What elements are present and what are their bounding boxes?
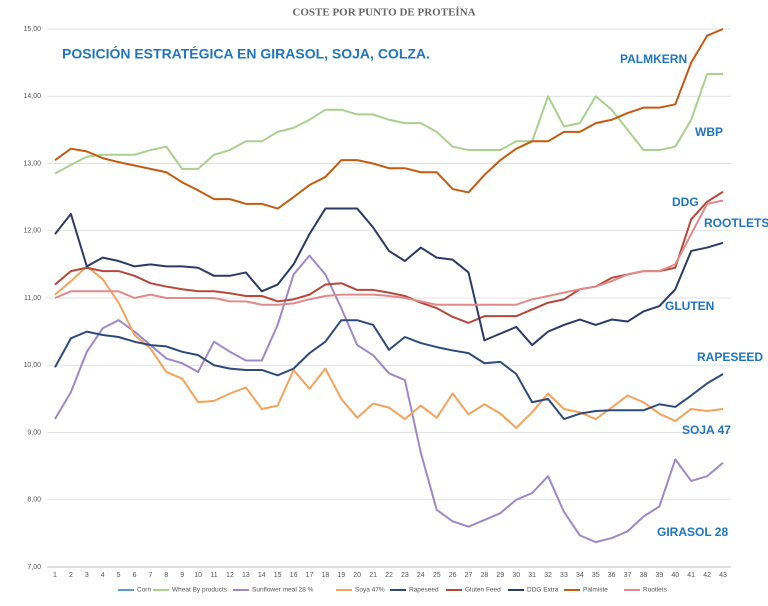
x-tick-label: 22	[385, 572, 393, 579]
x-tick-label: 21	[369, 572, 377, 579]
legend-label: Wheat By products	[172, 587, 228, 594]
series-line	[54, 254, 724, 544]
x-tick-label: 38	[640, 572, 648, 579]
x-tick-label: 36	[608, 572, 616, 579]
legend-label: Sunflower meal 28 %	[252, 587, 314, 594]
x-tick-label: 42	[703, 572, 711, 579]
y-tick-label: 9,00	[27, 429, 41, 436]
x-tick-label: 26	[449, 572, 457, 579]
legend-label: Rootlets	[643, 587, 668, 594]
x-tick-label: 9	[180, 572, 184, 579]
y-tick-label: 8,00	[27, 497, 41, 504]
y-tick-label: 11,00	[24, 295, 41, 302]
x-tick-label: 19	[337, 572, 345, 579]
annotation: POSICIÓN ESTRATÉGICA EN GIRASOL, SOJA, C…	[62, 45, 430, 62]
series-line	[54, 73, 723, 175]
legend-label: Gluten Feed	[465, 587, 501, 594]
annotation: ROOTLETS	[704, 216, 768, 230]
series-line	[54, 190, 724, 324]
x-tick-label: 16	[290, 572, 298, 579]
y-tick-label: 10,00	[23, 362, 41, 369]
x-tick-label: 39	[655, 572, 663, 579]
x-tick-label: 6	[133, 572, 137, 579]
x-tick-label: 37	[624, 572, 632, 579]
x-tick-label: 1	[53, 572, 57, 579]
x-tick-label: 4	[101, 572, 105, 579]
x-tick-label: 15	[274, 572, 282, 579]
annotation: WBP	[695, 125, 723, 139]
x-tick-label: 2	[69, 572, 73, 579]
series-line	[54, 199, 724, 306]
annotation: SOJA 47	[682, 423, 731, 437]
x-tick-label: 7	[148, 572, 152, 579]
x-tick-label: 27	[465, 572, 473, 579]
y-tick-label: 12,00	[23, 228, 41, 235]
legend-label: Rapeseed	[409, 587, 439, 594]
x-tick-label: 8	[164, 572, 168, 579]
legend-label: DDG Extra	[527, 587, 559, 594]
y-tick-label: 7,00	[27, 564, 41, 571]
chart-title: COSTE POR PUNTO DE PROTEÍNA	[292, 7, 475, 19]
x-tick-label: 28	[481, 572, 489, 579]
x-tick-label: 30	[512, 572, 520, 579]
y-tick-label: 13,00	[23, 160, 41, 167]
x-tick-label: 41	[687, 572, 695, 579]
x-tick-label: 29	[496, 572, 504, 579]
x-tick-label: 35	[592, 572, 600, 579]
x-tick-label: 31	[528, 572, 536, 579]
x-tick-label: 10	[194, 572, 202, 579]
series-line	[54, 28, 724, 210]
annotation: GLUTEN	[665, 299, 714, 313]
legend-label: Soya 47%	[355, 587, 385, 594]
x-tick-label: 14	[258, 572, 266, 579]
x-tick-label: 18	[321, 572, 329, 579]
x-tick-label: 43	[719, 572, 727, 579]
annotation: PALMKERN	[620, 52, 687, 66]
x-tick-label: 12	[226, 572, 234, 579]
series-line	[54, 319, 724, 421]
x-tick-label: 40	[671, 572, 679, 579]
x-tick-label: 34	[576, 572, 584, 579]
x-tick-label: 11	[210, 572, 217, 579]
annotation: DDG	[672, 195, 699, 209]
x-tick-label: 20	[353, 572, 361, 579]
x-tick-label: 25	[433, 572, 441, 579]
annotation: RAPESEED	[697, 350, 763, 364]
y-tick-label: 14,00	[23, 93, 41, 100]
x-tick-label: 13	[242, 572, 250, 579]
annotation: GIRASOL 28	[657, 525, 728, 539]
legend-label: Corn	[137, 587, 151, 594]
series-line	[54, 265, 724, 429]
x-tick-label: 17	[306, 572, 314, 579]
x-tick-label: 33	[560, 572, 568, 579]
series-line	[54, 207, 724, 347]
x-tick-label: 32	[544, 572, 552, 579]
x-tick-label: 5	[117, 572, 121, 579]
y-tick-label: 15,00	[23, 26, 41, 33]
legend-label: Palmiste	[583, 587, 608, 594]
x-tick-label: 3	[85, 572, 89, 579]
x-tick-label: 24	[417, 572, 425, 579]
x-tick-label: 23	[401, 572, 409, 579]
